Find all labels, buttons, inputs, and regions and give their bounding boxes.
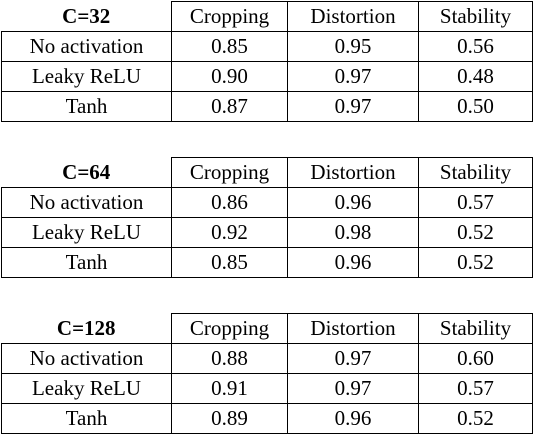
- config-label: C=128: [1, 313, 172, 344]
- distortion-value: 0.98: [287, 217, 419, 248]
- distortion-value: 0.97: [287, 91, 419, 122]
- column-header-cropping: Cropping: [171, 157, 288, 188]
- stability-value: 0.60: [418, 343, 533, 374]
- results-table-c128: C=128 Cropping Distortion Stability No a…: [1, 313, 533, 434]
- column-header-stability: Stability: [418, 313, 533, 344]
- table-row: No activation 0.85 0.95 0.56: [1, 31, 533, 62]
- distortion-value: 0.96: [287, 187, 419, 218]
- stability-value: 0.48: [418, 61, 533, 92]
- row-label: Leaky ReLU: [1, 61, 172, 92]
- distortion-value: 0.97: [287, 61, 419, 92]
- column-header-distortion: Distortion: [287, 313, 419, 344]
- distortion-value: 0.97: [287, 373, 419, 404]
- stability-value: 0.52: [418, 403, 533, 434]
- row-label: Tanh: [1, 247, 172, 278]
- table-row: Tanh 0.89 0.96 0.52: [1, 403, 533, 434]
- results-table-c32: C=32 Cropping Distortion Stability No ac…: [1, 1, 533, 122]
- table-row: Leaky ReLU 0.90 0.97 0.48: [1, 61, 533, 92]
- stability-value: 0.57: [418, 373, 533, 404]
- distortion-value: 0.96: [287, 403, 419, 434]
- table-header-row: C=32 Cropping Distortion Stability: [1, 1, 533, 32]
- column-header-cropping: Cropping: [171, 1, 288, 32]
- row-label: Leaky ReLU: [1, 217, 172, 248]
- row-label: Tanh: [1, 91, 172, 122]
- cropping-value: 0.90: [171, 61, 288, 92]
- cropping-value: 0.87: [171, 91, 288, 122]
- stability-value: 0.52: [418, 247, 533, 278]
- config-label: C=64: [1, 157, 172, 188]
- cropping-value: 0.92: [171, 217, 288, 248]
- table-row: Leaky ReLU 0.92 0.98 0.52: [1, 217, 533, 248]
- stability-value: 0.52: [418, 217, 533, 248]
- column-header-stability: Stability: [418, 1, 533, 32]
- stability-value: 0.57: [418, 187, 533, 218]
- table-row: No activation 0.88 0.97 0.60: [1, 343, 533, 374]
- table-row: Leaky ReLU 0.91 0.97 0.57: [1, 373, 533, 404]
- row-label: No activation: [1, 343, 172, 374]
- distortion-value: 0.96: [287, 247, 419, 278]
- cropping-value: 0.88: [171, 343, 288, 374]
- cropping-value: 0.91: [171, 373, 288, 404]
- results-table-c64: C=64 Cropping Distortion Stability No ac…: [1, 157, 533, 278]
- stability-value: 0.50: [418, 91, 533, 122]
- row-label: Tanh: [1, 403, 172, 434]
- column-header-distortion: Distortion: [287, 157, 419, 188]
- stability-value: 0.56: [418, 31, 533, 62]
- row-label: Leaky ReLU: [1, 373, 172, 404]
- table-row: No activation 0.86 0.96 0.57: [1, 187, 533, 218]
- cropping-value: 0.89: [171, 403, 288, 434]
- table-header-row: C=64 Cropping Distortion Stability: [1, 157, 533, 188]
- cropping-value: 0.85: [171, 31, 288, 62]
- distortion-value: 0.97: [287, 343, 419, 374]
- column-header-stability: Stability: [418, 157, 533, 188]
- column-header-distortion: Distortion: [287, 1, 419, 32]
- cropping-value: 0.86: [171, 187, 288, 218]
- table-row: Tanh 0.85 0.96 0.52: [1, 247, 533, 278]
- cropping-value: 0.85: [171, 247, 288, 278]
- row-label: No activation: [1, 31, 172, 62]
- config-label: C=32: [1, 1, 172, 32]
- column-header-cropping: Cropping: [171, 313, 288, 344]
- row-label: No activation: [1, 187, 172, 218]
- distortion-value: 0.95: [287, 31, 419, 62]
- table-row: Tanh 0.87 0.97 0.50: [1, 91, 533, 122]
- table-header-row: C=128 Cropping Distortion Stability: [1, 313, 533, 344]
